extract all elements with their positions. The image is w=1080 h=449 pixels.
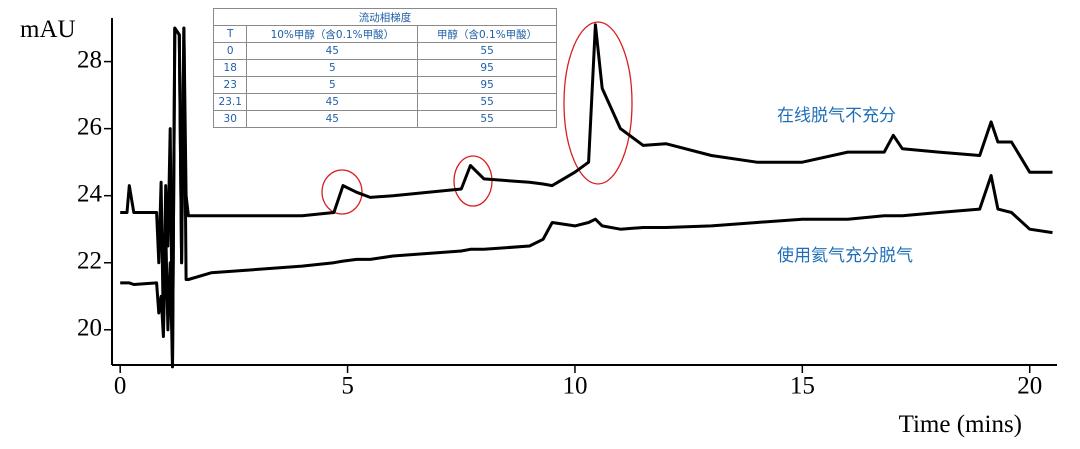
table-row: 23.1 45 55 xyxy=(212,93,557,111)
y-tick-label: 22 xyxy=(77,247,102,274)
table-cell: 45 xyxy=(246,42,419,60)
table-cell: 55 xyxy=(417,93,557,111)
highlight-ellipse xyxy=(321,169,363,215)
y-tick-label: 24 xyxy=(77,180,103,207)
table-row: 18 5 95 xyxy=(212,59,557,77)
series-line xyxy=(120,23,1053,369)
table-cell: T xyxy=(212,25,248,43)
highlight-ellipse xyxy=(563,21,633,185)
table-cell: 95 xyxy=(417,76,557,94)
table-cell: 55 xyxy=(417,42,557,60)
table-cell: 18 xyxy=(212,59,248,77)
y-tick-label: 20 xyxy=(77,315,102,342)
highlight-ellipse xyxy=(453,155,493,207)
series-label: 使用氦气充分脱气 xyxy=(777,245,913,266)
x-tick-label: 15 xyxy=(790,373,815,400)
table-cell: 5 xyxy=(246,59,419,77)
table-title: 流动相梯度 xyxy=(213,8,557,26)
table-row: 23 5 95 xyxy=(212,76,557,94)
table-cell: 0 xyxy=(212,42,248,60)
series-label: 在线脱气不充分 xyxy=(777,106,896,126)
table-cell: 23 xyxy=(212,76,248,94)
y-tick-label: 28 xyxy=(77,46,102,73)
table-cell: 45 xyxy=(246,93,419,111)
x-tick-label: 10 xyxy=(562,373,587,400)
y-axis-title: mAU xyxy=(20,16,76,43)
table-cell: 5 xyxy=(246,76,419,94)
x-tick-label: 20 xyxy=(1017,373,1042,400)
x-tick-label: 5 xyxy=(341,373,354,400)
table-cell: 95 xyxy=(417,59,557,77)
table-cell: 甲醇（含0.1%甲酸） xyxy=(417,25,557,43)
table-cell: 55 xyxy=(417,110,557,128)
table-cell: 45 xyxy=(246,110,419,128)
table-cell: 30 xyxy=(212,110,248,128)
series-line xyxy=(120,26,1053,369)
table-header: T 10%甲醇（含0.1%甲酸） 甲醇（含0.1%甲酸） xyxy=(212,25,557,43)
y-tick-label: 26 xyxy=(77,113,102,140)
gradient-table: 流动相梯度 T 10%甲醇（含0.1%甲酸） 甲醇（含0.1%甲酸） 0 45 55 18… xyxy=(212,8,557,128)
table-row: 30 45 55 xyxy=(212,110,557,128)
x-tick-label: 0 xyxy=(114,373,127,400)
table-row: 0 45 55 xyxy=(212,42,557,60)
table-cell: 10%甲醇（含0.1%甲酸） xyxy=(246,25,419,43)
x-axis-title: Time (mins) xyxy=(899,411,1022,438)
table-cell: 23.1 xyxy=(212,93,248,111)
